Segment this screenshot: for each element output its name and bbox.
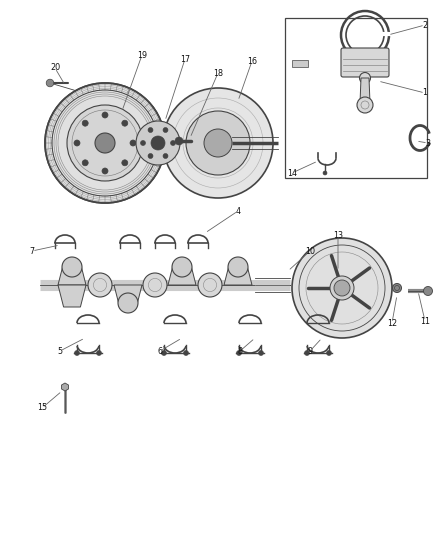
Circle shape (74, 351, 80, 356)
Circle shape (95, 133, 115, 153)
Polygon shape (224, 263, 252, 285)
Circle shape (130, 140, 136, 146)
Text: 19: 19 (137, 51, 147, 60)
Polygon shape (360, 78, 370, 103)
Text: 6: 6 (158, 346, 162, 356)
Text: 5: 5 (57, 346, 63, 356)
Circle shape (45, 83, 165, 203)
Circle shape (143, 273, 167, 297)
Text: 9: 9 (307, 346, 313, 356)
FancyBboxPatch shape (292, 60, 308, 67)
Circle shape (46, 79, 54, 87)
Circle shape (151, 136, 165, 150)
Circle shape (141, 141, 145, 146)
Text: 1: 1 (423, 88, 427, 98)
Circle shape (326, 351, 332, 356)
Text: 20: 20 (50, 63, 60, 72)
Polygon shape (168, 263, 196, 285)
Text: 4: 4 (236, 206, 240, 215)
Circle shape (96, 351, 102, 356)
Circle shape (186, 111, 250, 175)
Circle shape (204, 129, 232, 157)
Circle shape (258, 351, 264, 356)
Circle shape (136, 121, 180, 165)
FancyBboxPatch shape (341, 48, 389, 77)
Circle shape (175, 137, 183, 145)
Text: 16: 16 (247, 56, 257, 66)
Circle shape (323, 171, 327, 175)
Circle shape (122, 160, 128, 166)
Circle shape (360, 72, 371, 84)
FancyBboxPatch shape (285, 18, 427, 178)
Circle shape (357, 97, 373, 113)
Circle shape (330, 276, 354, 300)
Circle shape (170, 141, 176, 146)
Circle shape (67, 105, 143, 181)
Text: 18: 18 (213, 69, 223, 77)
Text: 15: 15 (37, 403, 47, 413)
Circle shape (292, 238, 392, 338)
Circle shape (82, 160, 88, 166)
Circle shape (102, 168, 108, 174)
Text: 12: 12 (387, 319, 397, 327)
Circle shape (82, 120, 88, 126)
Polygon shape (114, 285, 142, 307)
Text: 2: 2 (422, 20, 427, 29)
Polygon shape (58, 285, 86, 307)
Polygon shape (61, 383, 68, 391)
Circle shape (62, 257, 82, 277)
Circle shape (334, 280, 350, 296)
Circle shape (172, 257, 192, 277)
Circle shape (228, 257, 248, 277)
Circle shape (424, 287, 432, 295)
Circle shape (163, 154, 168, 158)
Circle shape (74, 140, 80, 146)
Circle shape (148, 154, 153, 158)
Text: 17: 17 (180, 54, 190, 63)
Circle shape (163, 88, 273, 198)
Circle shape (122, 120, 128, 126)
Circle shape (304, 351, 310, 356)
Text: 10: 10 (305, 246, 315, 255)
Polygon shape (58, 263, 86, 285)
Text: 14: 14 (287, 168, 297, 177)
Circle shape (392, 284, 402, 293)
Text: 8: 8 (237, 346, 243, 356)
Circle shape (88, 273, 112, 297)
Circle shape (237, 351, 241, 356)
Circle shape (163, 127, 168, 133)
Circle shape (148, 127, 153, 133)
Circle shape (198, 273, 222, 297)
Text: 13: 13 (333, 230, 343, 239)
Circle shape (162, 351, 166, 356)
Text: 7: 7 (29, 246, 35, 255)
Text: 3: 3 (425, 139, 431, 148)
Circle shape (184, 351, 188, 356)
Circle shape (118, 293, 138, 313)
Text: 11: 11 (420, 317, 430, 326)
Circle shape (102, 112, 108, 118)
